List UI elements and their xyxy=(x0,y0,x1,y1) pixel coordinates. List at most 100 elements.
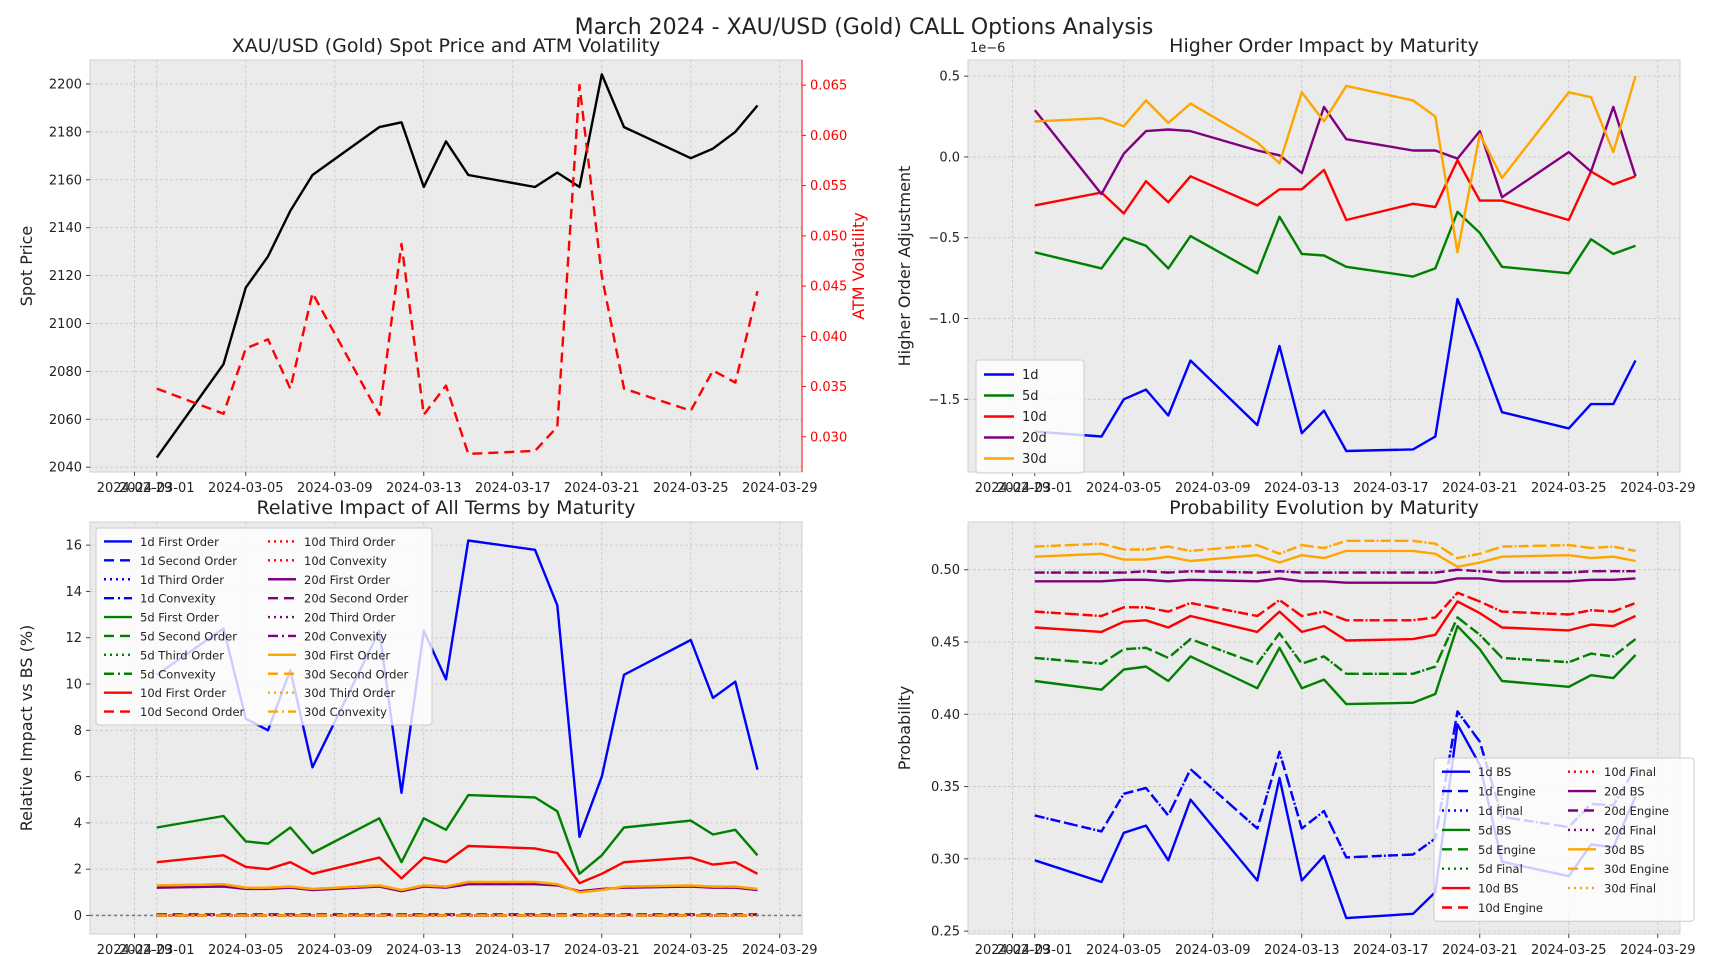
legend-label: 20d BS xyxy=(1604,785,1645,799)
series-line-30d-second-order xyxy=(156,880,758,894)
x-tick-label: 2024-03-29 xyxy=(1620,481,1696,496)
x-tick-label: 2024-03-21 xyxy=(1442,943,1518,955)
legend-label: 10d xyxy=(1022,410,1047,425)
panel-title: Higher Order Impact by Maturity xyxy=(1169,35,1479,57)
legend-label: 30d Engine xyxy=(1604,862,1669,876)
x-tick-label: 2024-03-05 xyxy=(1086,943,1162,955)
x-tick-label: 2024-03-01 xyxy=(997,481,1073,496)
legend-label: 10d Convexity xyxy=(304,554,387,568)
legend-label: 30d Second Order xyxy=(304,667,409,681)
series-line-30d-final xyxy=(1034,539,1636,560)
y2-tick-label: 0.040 xyxy=(810,330,847,345)
x-tick-label: 2024-03-21 xyxy=(564,943,640,955)
y-tick-label: 0.25 xyxy=(931,925,960,940)
x-tick-label: 2024-03-29 xyxy=(742,481,818,496)
legend-label: 30d Final xyxy=(1604,882,1656,896)
y-tick-label: 0.30 xyxy=(931,852,960,867)
panel-title: Relative Impact of All Terms by Maturity xyxy=(256,497,635,519)
series-line-5d xyxy=(1034,210,1636,278)
legend-label: 1d Final xyxy=(1478,804,1523,818)
series-line-10d-engine xyxy=(1034,591,1636,622)
x-tick-label: 2024-03-05 xyxy=(208,943,284,955)
x-tick-label: 2024-03-13 xyxy=(386,481,462,496)
y-tick-label: 2120 xyxy=(49,269,82,284)
x-tick-label: 2024-03-01 xyxy=(119,481,195,496)
x-tick-label: 2024-03-13 xyxy=(1264,481,1340,496)
y-tick-label: 0.0 xyxy=(939,150,960,165)
series-line-1d xyxy=(1034,297,1637,453)
series-line-spot xyxy=(155,73,759,459)
x-tick-label: 2024-03-25 xyxy=(1531,481,1607,496)
legend-label: 20d Third Order xyxy=(304,611,396,625)
panel-title: Probability Evolution by Maturity xyxy=(1169,497,1479,519)
legend-label: 10d BS xyxy=(1478,882,1519,896)
x-tick-label: 2024-03-09 xyxy=(1175,943,1251,955)
legend-label: 5d Second Order xyxy=(140,629,237,643)
y2-tick-label: 0.030 xyxy=(810,430,847,445)
plot-area xyxy=(89,59,803,473)
legend-label: 20d First Order xyxy=(304,573,390,587)
higher-order-panel: Higher Order Impact by Maturity −1.5 −1.0 −… xyxy=(895,35,1696,496)
legend-label: 30d xyxy=(1022,452,1047,467)
legend-label: 20d Second Order xyxy=(304,592,409,606)
probability-panel: Probability Evolution by Maturity 0.25 0.3… xyxy=(895,497,1696,955)
x-tick-label: 2024-03-13 xyxy=(386,943,462,955)
y-tick-label: −1.5 xyxy=(928,393,960,408)
y2-tick-label: 0.060 xyxy=(810,129,847,144)
legend-box xyxy=(975,359,1085,474)
y2-tick-label: 0.050 xyxy=(810,229,847,244)
y-tick-label: 0.5 xyxy=(939,70,960,85)
legend-label: 10d First Order xyxy=(140,686,226,700)
series-line-5d-bs xyxy=(1034,624,1637,706)
x-tick-label: 2024-03-25 xyxy=(653,481,729,496)
y-tick-label: 4 xyxy=(74,816,82,831)
legend-label: 1d BS xyxy=(1478,765,1511,779)
x-tick-label: 2024-03-09 xyxy=(297,481,373,496)
x-tick-label: 2024-03-01 xyxy=(997,943,1073,955)
y-tick-label: 16 xyxy=(65,539,82,554)
y-axis-label: Probability xyxy=(895,686,914,771)
y-tick-label: 0 xyxy=(74,909,82,924)
series-line-20d-final xyxy=(1034,568,1636,574)
x-tick-label: 2024-03-09 xyxy=(1175,481,1251,496)
y-tick-label: −0.5 xyxy=(928,231,960,246)
y2-axis-label: ATM Volatility xyxy=(849,212,868,319)
x-tick-label: 2024-02-29 xyxy=(97,943,173,955)
series-line-vol xyxy=(156,83,759,456)
x-tick-label: 2024-03-09 xyxy=(297,943,373,955)
y2-tick-label: 0.035 xyxy=(810,380,847,395)
legend-label: 30d Third Order xyxy=(304,686,396,700)
legend-box xyxy=(1433,757,1695,922)
series-line-30d-bs xyxy=(1034,549,1636,568)
y-axis-label: Higher Order Adjustment xyxy=(895,166,914,367)
y-tick-label: 10 xyxy=(65,678,82,693)
legend-label: 20d Final xyxy=(1604,823,1656,837)
y-tick-label: 2200 xyxy=(49,77,82,92)
y-tick-label: 2140 xyxy=(49,221,82,236)
y-tick-label: 2160 xyxy=(49,173,82,188)
legend-label: 5d BS xyxy=(1478,823,1511,837)
legend-label: 5d Engine xyxy=(1478,843,1536,857)
legend-label: 20d Engine xyxy=(1604,804,1669,818)
y-tick-label: 2180 xyxy=(49,125,82,140)
series-line-10d-bs xyxy=(1034,600,1636,642)
x-tick-label: 2024-03-17 xyxy=(475,943,551,955)
x-tick-label: 2024-02-29 xyxy=(975,481,1051,496)
legend-box xyxy=(95,527,433,726)
legend-label: 20d xyxy=(1022,431,1047,446)
legend-label: 5d Third Order xyxy=(140,648,224,662)
legend-label: 5d Final xyxy=(1478,862,1523,876)
legend-label: 10d Engine xyxy=(1478,901,1543,915)
x-tick-label: 2024-03-29 xyxy=(1620,943,1696,955)
y-tick-label: 6 xyxy=(74,770,82,785)
spot-vol-panel: XAU/USD (Gold) Spot Price and ATM Volati… xyxy=(17,35,868,496)
axis-offset-label: 1e−6 xyxy=(970,41,1005,56)
y-tick-label: 2080 xyxy=(49,365,82,380)
y-tick-label: 2 xyxy=(74,863,82,878)
legend-label: 1d Engine xyxy=(1478,785,1536,799)
relative-impact-panel: Relative Impact of All Terms by Maturity… xyxy=(17,497,818,955)
x-tick-label: 2024-03-17 xyxy=(1353,481,1429,496)
series-line-5d-engine xyxy=(1034,616,1637,675)
legend-label: 30d First Order xyxy=(304,648,390,662)
series-line-20d-bs xyxy=(1034,577,1636,584)
